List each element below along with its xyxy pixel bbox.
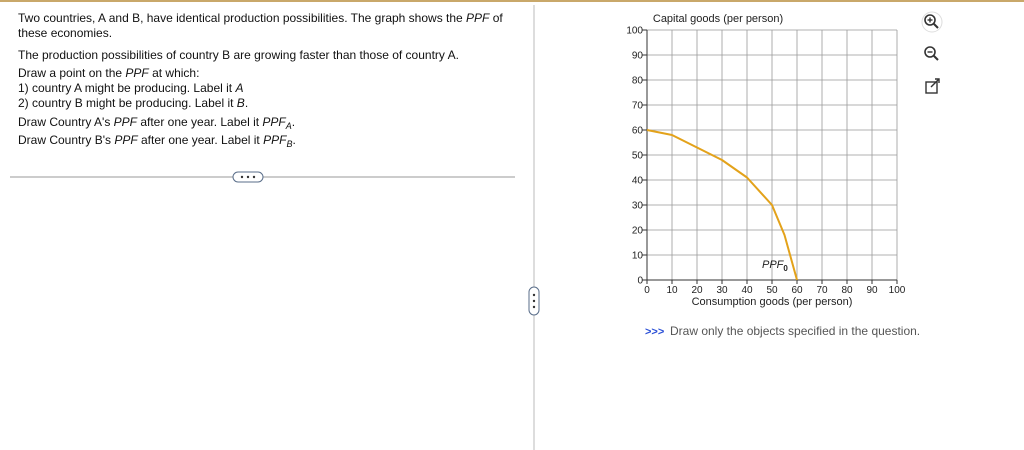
zoom-out-button[interactable] [924, 46, 939, 61]
question-line: these economies. [18, 26, 113, 40]
text: B [236, 96, 245, 110]
question-line: Draw a point on the PPF at which: [18, 66, 199, 80]
text: Two countries, A and B, have identical p… [18, 11, 467, 25]
x-tick-label: 80 [841, 285, 853, 296]
resize-handle[interactable] [528, 286, 540, 316]
top-border [0, 0, 1024, 2]
text: 1) country A might be producing. Label i… [18, 81, 236, 95]
question-line: 2) country B might be producing. Label i… [18, 96, 248, 110]
text: PPF [125, 66, 149, 80]
text: Draw a point on the [18, 66, 126, 80]
y-tick-label: 20 [632, 226, 644, 237]
x-tick-label: 40 [741, 285, 753, 296]
y-tick-label: 0 [637, 276, 643, 287]
question-line: Draw Country B's PPF after one year. Lab… [18, 133, 296, 149]
text: . [291, 115, 296, 129]
x-tick-label: 0 [644, 285, 650, 296]
x-axis-label: Consumption goods (per person) [692, 296, 853, 308]
open-external-button[interactable] [925, 78, 940, 94]
text: PPF [114, 133, 138, 147]
y-tick-label: 40 [632, 176, 644, 187]
y-tick-label: 100 [626, 26, 643, 37]
question-line: The production possibilities of country … [18, 48, 459, 62]
text: Draw Country A's [18, 115, 114, 129]
question-line: Two countries, A and B, have identical p… [18, 11, 503, 25]
note-text: Draw only the objects specified in the q… [670, 324, 920, 338]
text: . [292, 133, 296, 147]
text: . [244, 96, 249, 110]
text: after one year. Label it [137, 133, 264, 147]
y-tick-label: 60 [632, 126, 644, 137]
y-tick-label: 90 [632, 51, 644, 62]
curve-label: PPF0 [762, 259, 788, 273]
text: of [489, 11, 503, 25]
y-tick-label: 80 [632, 76, 644, 87]
text: PPF [263, 133, 287, 147]
text: 2) country B might be producing. Label i… [18, 96, 237, 110]
x-tick-label: 50 [766, 285, 778, 296]
note-prefix: >>> [645, 326, 664, 338]
text: PPF [113, 115, 137, 129]
x-tick-label: 10 [666, 285, 678, 296]
x-tick-label: 70 [816, 285, 828, 296]
question-line: 1) country A might be producing. Label i… [18, 81, 243, 95]
text: PPF [466, 11, 490, 25]
x-tick-label: 100 [889, 285, 906, 296]
text: Draw Country B's [18, 133, 115, 147]
y-tick-label: 30 [632, 201, 644, 212]
text: A [285, 121, 292, 131]
curve-label-name: PPF [762, 259, 785, 271]
x-tick-label: 30 [716, 285, 728, 296]
text: after one year. Label it [137, 115, 263, 129]
x-tick-label: 90 [866, 285, 878, 296]
zoom-in-button[interactable] [921, 11, 943, 33]
y-tick-label: 70 [632, 101, 644, 112]
curve-label-subscript: 0 [783, 264, 788, 273]
y-tick-label: 50 [632, 151, 644, 162]
y-axis-label: Capital goods (per person) [653, 13, 783, 25]
text: A [235, 81, 244, 95]
text: at which: [148, 66, 200, 80]
expand-button[interactable] [232, 171, 264, 183]
ppf-curve [646, 129, 798, 281]
x-tick-label: 20 [691, 285, 703, 296]
text: PPF [262, 115, 286, 129]
y-tick-label: 10 [632, 251, 644, 262]
text: B [286, 139, 293, 149]
x-tick-label: 60 [791, 285, 803, 296]
question-line: Draw Country A's PPF after one year. Lab… [18, 115, 296, 131]
